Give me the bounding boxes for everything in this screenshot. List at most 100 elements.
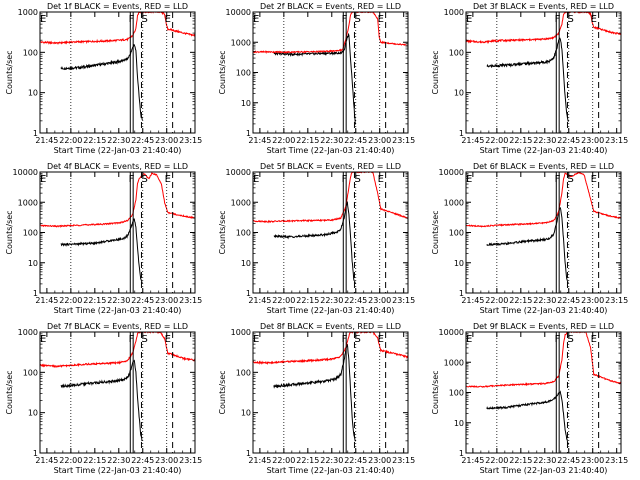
y-tick-label: 100 xyxy=(449,48,464,57)
plot-frame xyxy=(39,331,196,454)
marker-label: F xyxy=(555,174,561,185)
y-tick-label: 1000 xyxy=(18,8,38,17)
x-tick-label: 22:00 xyxy=(272,456,295,465)
series-line-events xyxy=(60,218,143,284)
x-tick-label: 21:45 xyxy=(248,296,271,305)
x-tick-label: 22:45 xyxy=(131,136,154,145)
marker-label: E xyxy=(466,334,472,345)
y-axis-label: Counts/sec xyxy=(218,50,227,94)
x-tick-label: 22:45 xyxy=(557,296,580,305)
y-tick-label: 1000 xyxy=(231,328,251,337)
series-line-events xyxy=(273,343,356,442)
y-tick-label: 10 xyxy=(28,259,38,268)
plot-frame xyxy=(252,171,409,294)
x-tick-label: 22:15 xyxy=(509,456,532,465)
x-tick-label: 22:15 xyxy=(509,136,532,145)
series-line-lld xyxy=(253,12,408,54)
marker-label: E xyxy=(378,14,384,25)
x-tick-label: 22:15 xyxy=(296,296,319,305)
series-line-events xyxy=(60,44,143,121)
x-tick-label: 21:45 xyxy=(248,456,271,465)
marker-label: S xyxy=(567,14,573,25)
x-tick-label: 23:00 xyxy=(368,456,391,465)
x-tick-label: 21:45 xyxy=(35,456,58,465)
x-tick-label: 22:00 xyxy=(272,296,295,305)
x-tick-label: 23:15 xyxy=(392,136,415,145)
y-tick-label: 100 xyxy=(449,389,464,398)
chart-title: Det 6f BLACK = Events, RED = LLD xyxy=(473,162,614,171)
marker-label: S xyxy=(354,14,360,25)
x-tick-label: 21:45 xyxy=(461,456,484,465)
y-axis-label: Counts/sec xyxy=(431,210,440,254)
x-tick-label: 23:15 xyxy=(179,136,202,145)
y-tick-label: 100 xyxy=(449,229,464,238)
y-tick-label: 1000 xyxy=(444,8,464,17)
y-tick-label: 100 xyxy=(236,368,251,377)
marker-label: F xyxy=(129,334,135,345)
x-tick-label: 23:15 xyxy=(179,456,202,465)
x-tick-label: 23:00 xyxy=(155,456,178,465)
chart-title: Det 2f BLACK = Events, RED = LLD xyxy=(260,2,401,11)
x-tick-label: 23:00 xyxy=(581,296,604,305)
marker-label: E xyxy=(40,334,46,345)
x-tick-label: 22:15 xyxy=(296,456,319,465)
plot-frame xyxy=(39,171,196,294)
series-line-events xyxy=(60,359,143,442)
chart-title: Det 5f BLACK = Events, RED = LLD xyxy=(260,162,401,171)
marker-label: E xyxy=(591,174,597,185)
y-tick-label: 1 xyxy=(246,449,251,458)
x-tick-label: 21:45 xyxy=(461,136,484,145)
x-tick-label: 23:00 xyxy=(581,456,604,465)
x-tick-label: 23:00 xyxy=(368,296,391,305)
x-tick-label: 23:15 xyxy=(392,296,415,305)
y-axis-label: Counts/sec xyxy=(5,370,14,414)
x-tick-label: 21:45 xyxy=(248,136,271,145)
marker-label: E xyxy=(591,334,597,345)
series-line-lld xyxy=(466,332,621,389)
marker-label: S xyxy=(567,174,573,185)
x-axis-label: Start Time (22-Jan-03 21:40:40) xyxy=(480,146,608,155)
x-tick-label: 23:15 xyxy=(605,296,628,305)
x-tick-label: 22:30 xyxy=(107,136,130,145)
x-tick-label: 22:30 xyxy=(107,296,130,305)
series-line-events xyxy=(486,207,569,284)
plot-frame xyxy=(465,171,622,294)
series-line-events xyxy=(273,32,356,125)
x-axis-label: Start Time (22-Jan-03 21:40:40) xyxy=(54,146,182,155)
marker-label: E xyxy=(378,334,384,345)
y-tick-label: 10 xyxy=(28,89,38,98)
x-tick-label: 23:15 xyxy=(605,456,628,465)
series-line-lld xyxy=(253,172,408,224)
marker-label: S xyxy=(141,14,147,25)
marker-label: E xyxy=(253,174,259,185)
x-tick-label: 22:15 xyxy=(296,136,319,145)
y-tick-label: 1000 xyxy=(18,328,38,337)
marker-label: E xyxy=(165,334,171,345)
y-axis-label: Counts/sec xyxy=(431,50,440,94)
y-tick-label: 1000 xyxy=(231,38,251,47)
y-tick-label: 10 xyxy=(454,259,464,268)
y-axis-label: Counts/sec xyxy=(431,370,440,414)
x-tick-label: 22:00 xyxy=(59,296,82,305)
y-tick-label: 100 xyxy=(236,69,251,78)
plot-frame xyxy=(39,11,196,134)
x-tick-label: 22:00 xyxy=(59,136,82,145)
marker-label: E xyxy=(466,14,472,25)
x-tick-label: 22:15 xyxy=(83,136,106,145)
y-tick-label: 10 xyxy=(241,259,251,268)
chart-title: Det 1f BLACK = Events, RED = LLD xyxy=(47,2,188,11)
plot-frame xyxy=(465,331,622,454)
x-tick-label: 22:45 xyxy=(131,296,154,305)
y-tick-label: 100 xyxy=(236,229,251,238)
y-tick-label: 10 xyxy=(454,89,464,98)
marker-label: E xyxy=(40,174,46,185)
x-tick-label: 22:45 xyxy=(344,456,367,465)
y-tick-label: 100 xyxy=(23,48,38,57)
x-tick-label: 23:00 xyxy=(581,136,604,145)
marker-label: S xyxy=(141,174,147,185)
